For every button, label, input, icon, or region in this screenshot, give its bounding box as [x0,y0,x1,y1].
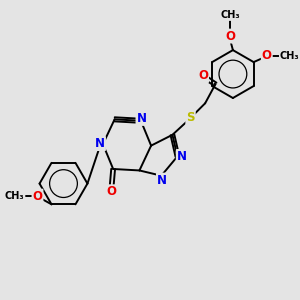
Text: N: N [177,150,187,163]
Text: CH₃: CH₃ [5,191,25,201]
Text: O: O [225,30,235,43]
Text: CH₃: CH₃ [220,10,240,20]
Text: N: N [136,112,146,125]
Text: O: O [32,190,43,203]
Text: O: O [107,185,117,198]
Text: O: O [262,49,272,62]
Text: S: S [186,111,195,124]
Text: N: N [95,137,105,150]
Text: N: N [157,174,167,187]
Text: O: O [198,69,208,82]
Text: CH₃: CH₃ [280,51,299,61]
